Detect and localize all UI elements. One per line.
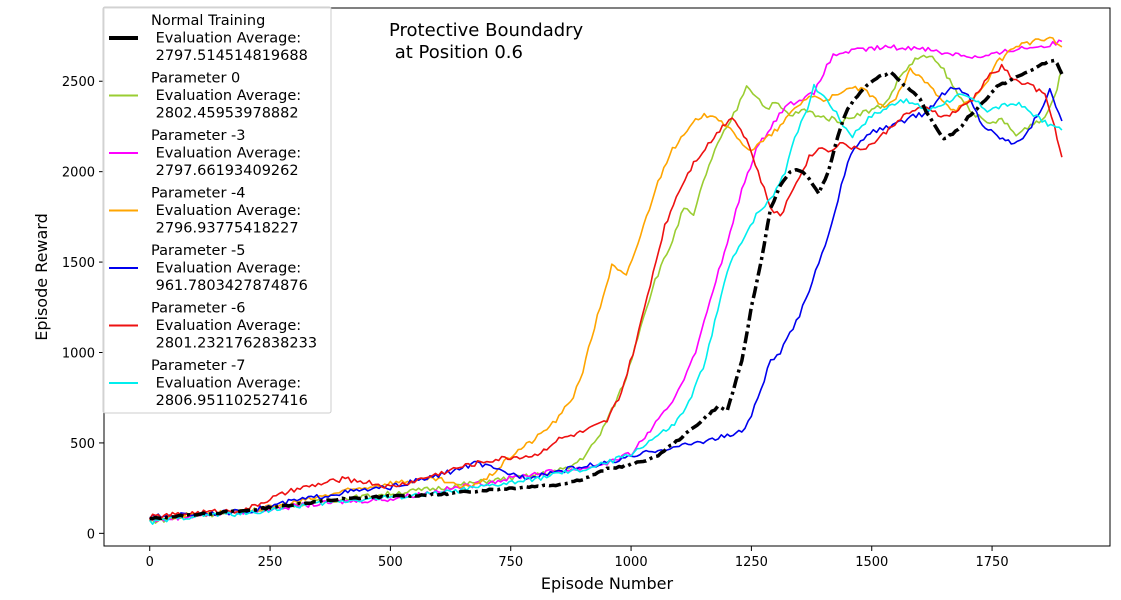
legend-entry: Parameter -6 Evaluation Average: 2801.23… [151, 301, 317, 352]
legend-entry-line: 2802.45953978882 [151, 106, 299, 122]
y-tick-label: 0 [87, 527, 95, 542]
chart-title-line: Protective Boundadry [389, 20, 584, 41]
legend-entries: Normal Training Evaluation Average: 2797… [109, 13, 317, 409]
series-line [149, 58, 1064, 521]
legend-entry-line: Evaluation Average: [151, 88, 301, 104]
x-ticks: 0 250 500 750 1000 1250 1500 1750 [146, 546, 1009, 570]
legend-entry: Parameter -3 Evaluation Average: 2797.66… [151, 128, 301, 179]
y-ticks: 0 500 1000 1500 2000 2500 [62, 75, 104, 542]
legend-entry-line: 961.7803427874876 [151, 278, 308, 294]
series-line [149, 83, 1063, 526]
x-tick-label: 500 [378, 555, 403, 570]
x-axis-label: Episode Number [541, 574, 674, 593]
legend-entry-line: Evaluation Average: [151, 318, 301, 334]
y-axis-label: Episode Reward [32, 213, 51, 341]
legend-entry: Parameter -4 Evaluation Average: 2796.93… [151, 186, 301, 237]
legend-entry-line: Evaluation Average: [151, 261, 301, 277]
legend-entry-line: Parameter -6 [151, 301, 246, 317]
legend-entry-line: Evaluation Average: [151, 203, 301, 219]
x-tick-label: 250 [258, 555, 283, 570]
x-tick-label: 1250 [735, 555, 768, 570]
legend-entry-line: 2797.514514819688 [151, 48, 308, 64]
legend-entry: Normal Training Evaluation Average: 2797… [151, 13, 308, 64]
legend-entry-line: Parameter -3 [151, 128, 246, 144]
legend-entry-line: Evaluation Average: [151, 31, 301, 47]
legend-entry-line: Parameter -4 [151, 186, 246, 202]
y-tick-label: 2000 [62, 166, 95, 181]
x-tick-label: 750 [498, 555, 523, 570]
x-tick-label: 0 [146, 555, 154, 570]
legend-entry-line: Normal Training [151, 13, 265, 29]
legend-entry-line: Parameter -7 [151, 358, 246, 374]
legend-entry-line: Parameter -5 [151, 243, 246, 259]
x-tick-label: 1500 [855, 555, 888, 570]
legend-entry-line: Evaluation Average: [151, 376, 301, 392]
legend-entry-line: 2801.2321762838233 [151, 336, 317, 352]
chart-title-line: at Position 0.6 [389, 42, 523, 63]
chart-title: Protective Boundadry at Position 0.6 [389, 20, 584, 63]
y-tick-label: 1500 [62, 256, 95, 271]
y-tick-label: 1000 [62, 347, 95, 362]
legend-entry: Parameter 0 Evaluation Average: 2802.459… [151, 71, 301, 122]
y-tick-label: 2500 [62, 75, 95, 90]
legend-entry: Parameter -7 Evaluation Average: 2806.95… [151, 358, 308, 409]
legend: Normal Training Evaluation Average: 2797… [102, 6, 332, 414]
series-line [149, 86, 1063, 520]
y-tick-label: 500 [70, 437, 95, 452]
legend-entry-line: Evaluation Average: [151, 146, 301, 162]
legend-entry-line: 2806.951102527416 [151, 393, 308, 409]
legend-entry-line: 2797.66193409262 [151, 163, 299, 179]
legend-entry-line: Parameter 0 [151, 71, 240, 87]
x-tick-label: 1000 [615, 555, 648, 570]
x-tick-label: 1750 [976, 555, 1009, 570]
series-line [149, 63, 1063, 520]
legend-entry-line: 2796.93775418227 [151, 221, 299, 237]
legend-box [102, 6, 332, 414]
legend-entry: Parameter -5 Evaluation Average: 961.780… [151, 243, 308, 294]
series-layer [149, 36, 1064, 526]
